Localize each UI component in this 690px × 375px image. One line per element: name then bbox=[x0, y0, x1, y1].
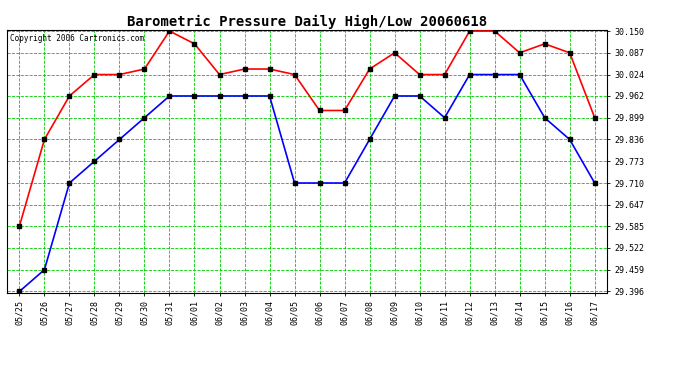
Title: Barometric Pressure Daily High/Low 20060618: Barometric Pressure Daily High/Low 20060… bbox=[127, 15, 487, 29]
Text: Copyright 2006 Cartronics.com: Copyright 2006 Cartronics.com bbox=[10, 34, 144, 43]
